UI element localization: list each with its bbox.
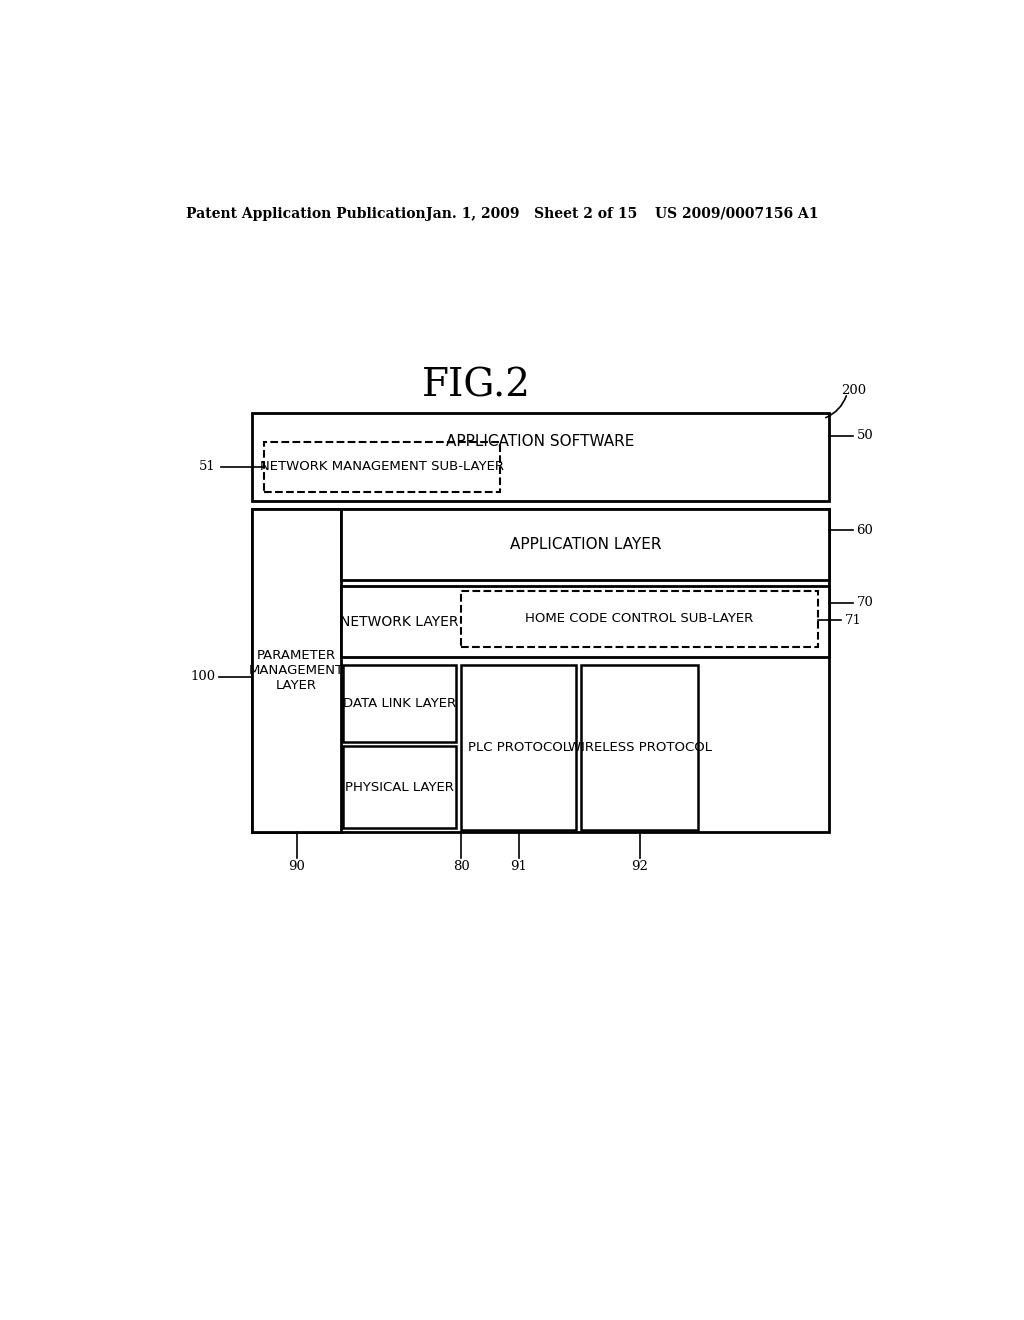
Text: US 2009/0007156 A1: US 2009/0007156 A1 — [655, 207, 818, 220]
Text: 100: 100 — [190, 671, 216, 684]
Text: Patent Application Publication: Patent Application Publication — [186, 207, 426, 220]
Text: NETWORK MANAGEMENT SUB-LAYER: NETWORK MANAGEMENT SUB-LAYER — [260, 461, 504, 474]
Text: HOME CODE CONTROL SUB-LAYER: HOME CODE CONTROL SUB-LAYER — [525, 612, 754, 626]
Text: 60: 60 — [856, 524, 873, 537]
Text: 200: 200 — [841, 384, 866, 397]
Text: APPLICATION LAYER: APPLICATION LAYER — [510, 537, 662, 552]
Text: WIRELESS PROTOCOL: WIRELESS PROTOCOL — [567, 741, 712, 754]
Bar — [263, 442, 500, 492]
Text: Jan. 1, 2009   Sheet 2 of 15: Jan. 1, 2009 Sheet 2 of 15 — [426, 207, 638, 220]
Bar — [252, 413, 829, 502]
Bar — [252, 508, 341, 832]
Text: PARAMETER
MANAGEMENT
LAYER: PARAMETER MANAGEMENT LAYER — [249, 649, 344, 692]
Text: 51: 51 — [199, 461, 216, 474]
Bar — [341, 586, 829, 657]
Text: PLC PROTOCOL: PLC PROTOCOL — [468, 741, 569, 754]
Text: 91: 91 — [510, 861, 527, 874]
Text: DATA LINK LAYER: DATA LINK LAYER — [343, 697, 457, 710]
Bar — [341, 508, 829, 581]
Text: 71: 71 — [845, 614, 862, 627]
Text: 80: 80 — [453, 861, 470, 874]
Text: 90: 90 — [288, 861, 305, 874]
Text: 92: 92 — [631, 861, 648, 874]
Text: 70: 70 — [856, 597, 873, 610]
Text: APPLICATION SOFTWARE: APPLICATION SOFTWARE — [446, 434, 635, 449]
Bar — [582, 665, 697, 830]
Text: NETWORK LAYER: NETWORK LAYER — [340, 615, 459, 628]
Bar — [343, 665, 456, 742]
Bar — [461, 665, 575, 830]
Text: PHYSICAL LAYER: PHYSICAL LAYER — [345, 780, 454, 793]
Text: 50: 50 — [856, 429, 873, 442]
Bar — [343, 746, 456, 829]
Bar — [252, 508, 829, 832]
Text: FIG.2: FIG.2 — [422, 367, 531, 404]
Bar — [461, 591, 818, 647]
